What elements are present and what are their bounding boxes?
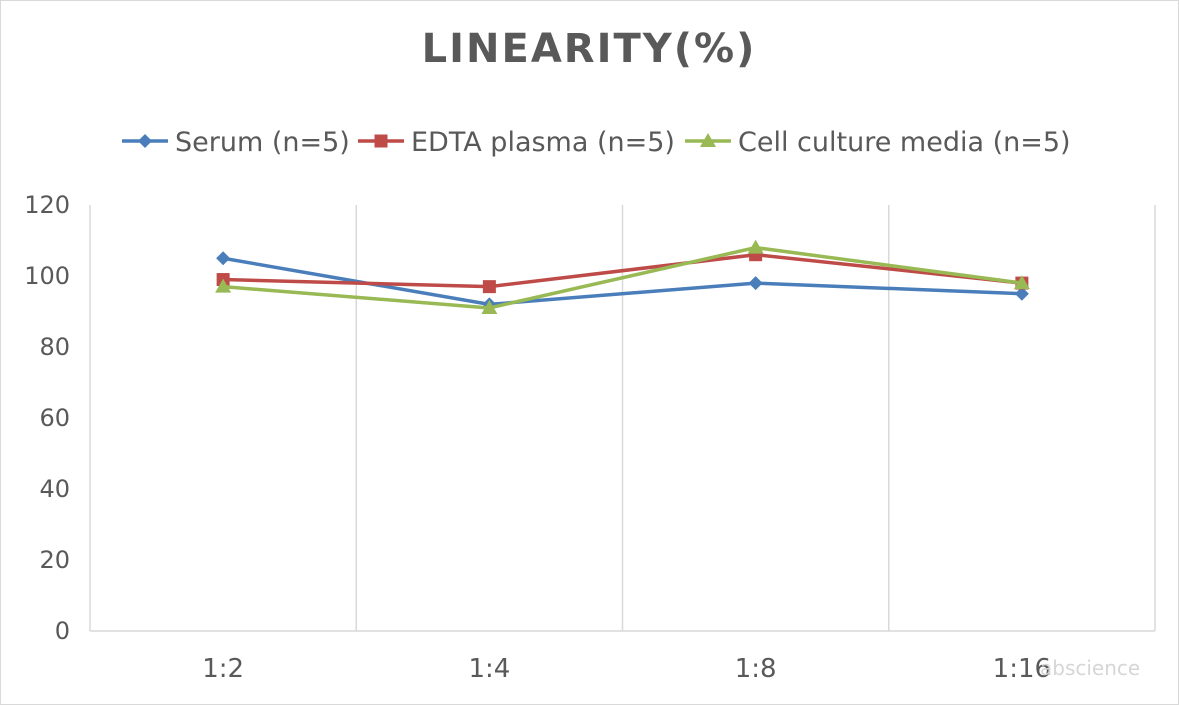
- x-tick-label: 1:8: [735, 654, 777, 684]
- data-point: [481, 299, 498, 314]
- data-point: [1014, 286, 1029, 301]
- legend-entry: Cell culture media (n=5): [685, 127, 1071, 158]
- y-tick-label: 20: [39, 546, 70, 574]
- y-tick-label: 80: [39, 333, 70, 361]
- data-point: [747, 239, 764, 254]
- data-point: [215, 278, 232, 293]
- series-lines: [215, 239, 1030, 314]
- legend-marker: [374, 134, 388, 148]
- data-point: [216, 251, 231, 266]
- watermark: abscience: [1040, 656, 1140, 680]
- x-tick-label: 1:2: [202, 654, 244, 684]
- y-tick-label: 40: [39, 475, 70, 503]
- legend-entry: EDTA plasma (n=5): [358, 127, 675, 158]
- y-tick-label: 0: [55, 617, 70, 645]
- legend-label: EDTA plasma (n=5): [411, 127, 675, 158]
- legend: Serum (n=5) EDTA plasma (n=5) Cell culture…: [122, 127, 1071, 158]
- legend-marker: [138, 134, 152, 148]
- data-point: [1013, 275, 1030, 290]
- series-2: [215, 239, 1030, 314]
- gridlines: [355, 205, 1156, 631]
- data-point: [748, 276, 763, 291]
- y-tick-label: 100: [24, 262, 70, 290]
- y-tick-label: 60: [39, 404, 70, 432]
- legend-marker: [700, 133, 716, 147]
- axes: 0 20 40 60 80 100 120 1:2 1:4 1:8 1:16: [24, 191, 1155, 684]
- legend-label: Cell culture media (n=5): [738, 127, 1071, 158]
- series-line: [222, 245, 1023, 310]
- series-line: [222, 256, 1022, 307]
- legend-label: Serum (n=5): [175, 127, 350, 158]
- x-tick-label: 1:4: [468, 654, 510, 684]
- x-tick-label: 1:16: [993, 654, 1051, 684]
- chart-title: LINEARITY(%): [422, 26, 757, 72]
- y-tick-label: 120: [24, 191, 70, 219]
- data-point: [482, 280, 496, 294]
- series-line: [223, 252, 1023, 289]
- legend-entry: Serum (n=5): [122, 127, 350, 158]
